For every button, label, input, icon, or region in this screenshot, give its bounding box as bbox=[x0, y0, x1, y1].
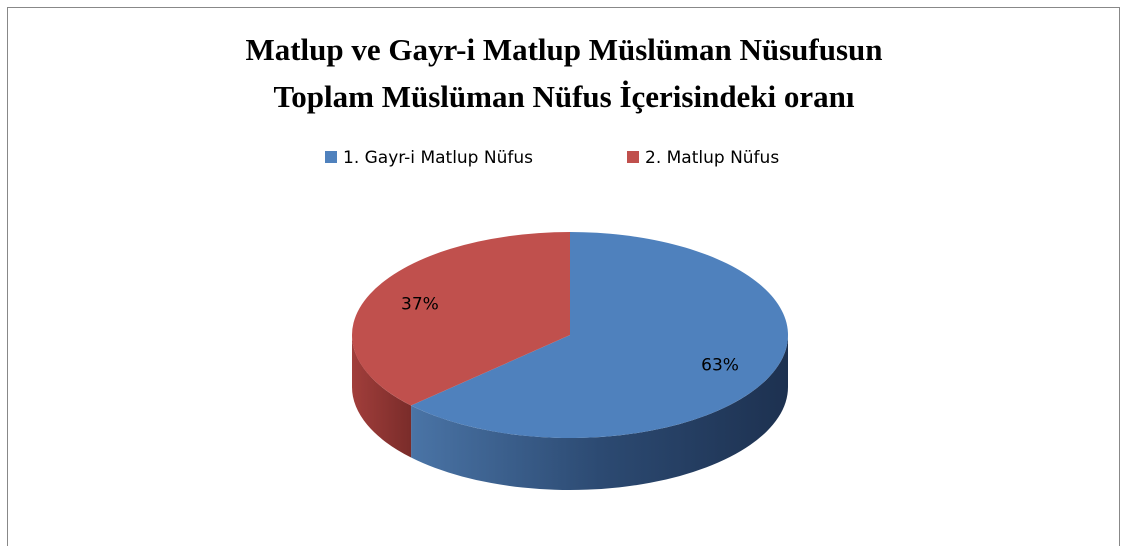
data-label: 63% bbox=[701, 356, 739, 376]
legend-label: 2. Matlup Nüfus bbox=[645, 148, 779, 168]
slice bbox=[351, 232, 570, 406]
legend-swatch bbox=[325, 151, 337, 163]
chart-title: Toplam Müslüman Nüfus İçerisindeki oranı bbox=[273, 79, 854, 114]
slice-side bbox=[411, 335, 788, 490]
slice-side bbox=[352, 335, 412, 458]
legend-swatch bbox=[627, 151, 639, 163]
legend-label: 1. Gayr-i Matlup Nüfus bbox=[343, 148, 533, 168]
data-label: 37% bbox=[401, 294, 439, 314]
slice bbox=[411, 232, 788, 438]
chart-title: Matlup ve Gayr-i Matlup Müslüman Nüsufus… bbox=[245, 32, 882, 67]
